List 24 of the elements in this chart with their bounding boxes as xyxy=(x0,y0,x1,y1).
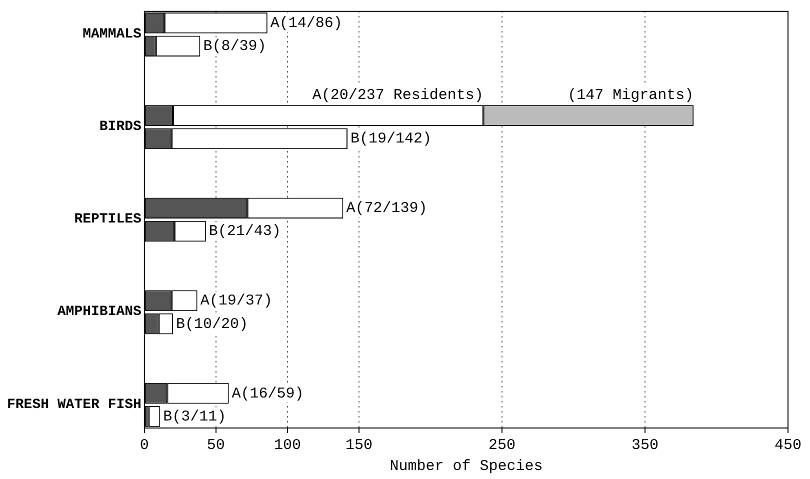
data-label: A(14/86) xyxy=(270,14,342,32)
x-tick-label: 250 xyxy=(488,436,516,454)
x-tick-label: 350 xyxy=(631,436,658,454)
y-tick-label: FRESH WATER FISH xyxy=(7,396,142,413)
data-label: A(16/59) xyxy=(232,385,304,402)
x-tick-label: 100 xyxy=(274,436,301,454)
y-tick-label: AMPHIBIANS xyxy=(57,304,142,320)
data-label: A(20/237 Residents) xyxy=(312,87,484,104)
data-label: A(72/139) xyxy=(346,200,428,218)
data-label: B(19/142) xyxy=(350,130,432,148)
x-tick-label: 0 xyxy=(140,436,149,454)
x-tick-label: 450 xyxy=(774,436,802,454)
y-tick-label: REPTILES xyxy=(74,212,142,228)
data-label: (147 Migrants) xyxy=(568,87,694,104)
data-label: B(10/20) xyxy=(176,316,248,333)
data-label: B(21/43) xyxy=(208,223,281,240)
x-axis-title: Number of Species xyxy=(390,458,543,475)
data-label: A(19/37) xyxy=(200,292,272,310)
y-tick-label: BIRDS xyxy=(99,119,142,136)
x-tick-label: 150 xyxy=(345,436,372,454)
x-tick-label: 50 xyxy=(206,436,225,454)
y-tick-label: MAMMALS xyxy=(82,26,142,43)
data-label: B(3/11) xyxy=(163,408,226,426)
data-label: B(8/39) xyxy=(203,38,266,56)
